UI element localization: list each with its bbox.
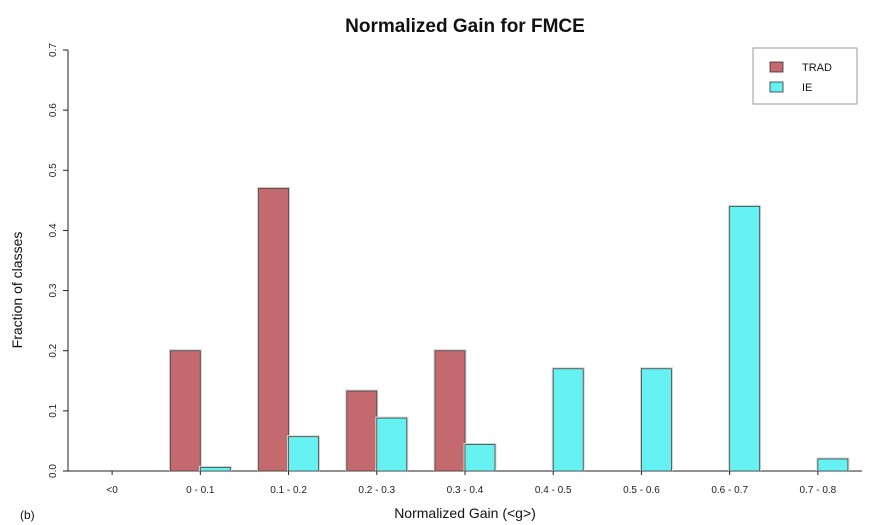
legend: TRAD IE bbox=[752, 47, 858, 105]
bar-ie-0-2-0-3 bbox=[376, 417, 408, 472]
y-tick-label: 0.5 bbox=[48, 163, 59, 177]
x-tick-label: 0.3 - 0.4 bbox=[447, 485, 484, 496]
y-axis-title: Fraction of classes bbox=[9, 232, 25, 349]
x-tick-label: 0.5 - 0.6 bbox=[623, 485, 660, 496]
x-tick-label: 0.4 - 0.5 bbox=[535, 485, 572, 496]
panel-label: (b) bbox=[20, 508, 35, 522]
x-tick-label: 0.7 - 0.8 bbox=[800, 485, 837, 496]
legend-box bbox=[752, 47, 858, 105]
y-tick-label: 0.2 bbox=[48, 343, 59, 357]
bar-trad-0-0-1 bbox=[169, 350, 201, 472]
bar-ie-0-6-0-7 bbox=[729, 205, 761, 472]
y-tick-label: 0.1 bbox=[48, 403, 59, 417]
x-tick-label: 0.2 - 0.3 bbox=[358, 485, 395, 496]
x-tick-label: 0.1 - 0.2 bbox=[270, 485, 307, 496]
bar-ie-0-3-0-4 bbox=[464, 444, 496, 472]
bar-ie-0-4-0-5 bbox=[552, 368, 584, 472]
x-tick-label: <0 bbox=[106, 485, 118, 496]
y-tick-label: 0.3 bbox=[48, 283, 59, 297]
y-tick-label: 0.0 bbox=[48, 464, 59, 478]
legend-swatch-ie bbox=[769, 81, 784, 93]
x-axis-title: Normalized Gain (<g>) bbox=[394, 505, 536, 521]
bar-ie-0-5-0-6 bbox=[641, 368, 672, 472]
y-tick-label: 0.7 bbox=[48, 43, 59, 57]
y-tick-label: 0.4 bbox=[48, 223, 59, 237]
y-tick-label: 0.6 bbox=[48, 103, 59, 117]
plot-area: 0.0 0.1 0.2 0.3 0.4 0.5 0.6 0.7 <0 0 - 0.1 0.1 - 0… bbox=[48, 43, 862, 496]
bar-ie-0-0-1 bbox=[199, 466, 231, 472]
legend-label-ie: IE bbox=[802, 82, 812, 94]
chart-title: Normalized Gain for FMCE bbox=[345, 16, 585, 37]
bar-trad-0-3-0-4 bbox=[434, 350, 466, 472]
bar-trad-0-2-0-3 bbox=[346, 390, 378, 472]
bar-ie-0-7-0-8 bbox=[817, 458, 849, 472]
legend-label-trad: TRAD bbox=[802, 62, 832, 74]
legend-swatch-trad bbox=[769, 61, 784, 73]
bar-trad-0-1-0-2 bbox=[258, 187, 289, 472]
bar-ie-0-1-0-2 bbox=[288, 436, 319, 472]
x-tick-label: 0.6 - 0.7 bbox=[711, 485, 748, 496]
x-tick-label: 0 - 0.1 bbox=[186, 485, 215, 496]
